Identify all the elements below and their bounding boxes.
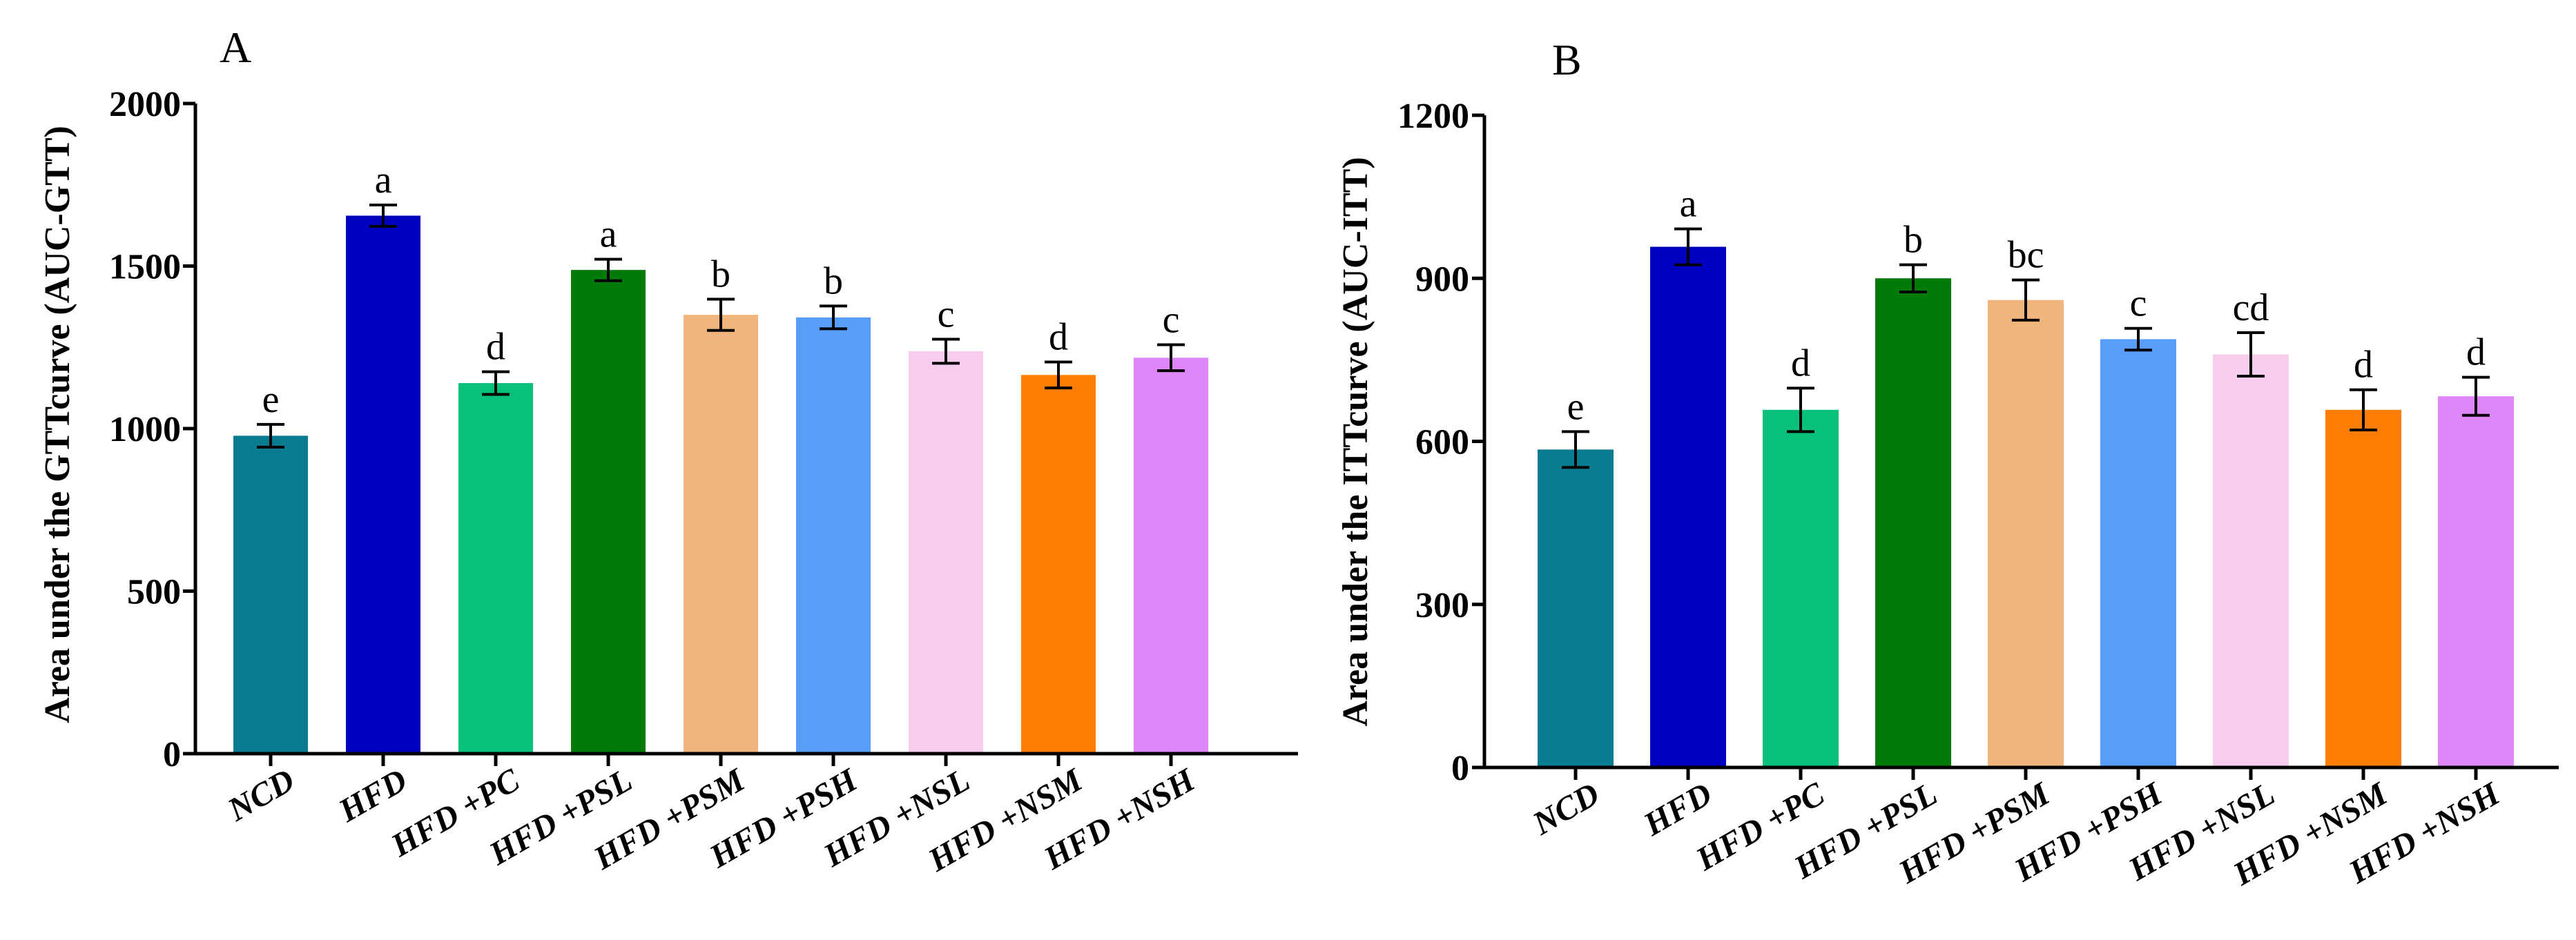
panel-a-label: A [220,23,251,72]
panel-a-significance-label-8: c [1163,298,1180,341]
panel-b-bar-2 [1763,409,1839,767]
panel-b-bar-0 [1538,449,1614,767]
panel-b-significance-label-1: a [1680,183,1697,226]
panel-b-significance-label-8: d [2466,331,2486,374]
panel-b-error-bar-5 [2124,326,2152,352]
panel-b-x-tick-label-0: NCD [1526,776,1605,843]
panel-b-label: B [1552,35,1582,84]
panel-a-x-tick-label-0: NCD [221,762,300,829]
panel-a-bar-6 [909,351,983,754]
panel-b-chart: B Area under the ITTcurve (AUC-ITT) e a d b… [1336,35,2559,893]
panel-b-bar-6 [2213,354,2289,767]
panel-a-chart: A Area under the GTTcurve (AUC-GTT) e a d a… [38,23,1298,879]
panel-b-y-tick-label-2: 600 [1415,423,1469,462]
panel-a-error-bar-0 [257,422,284,449]
panel-a-x-tick-label-1: HFD [332,762,413,830]
panel-b-error-bar-2 [1787,386,1814,433]
panel-a-y-tick-label-4: 2000 [109,85,181,124]
panel-a-significance-label-0: e [262,378,280,421]
panel-a-significance-label-5: b [824,260,843,302]
panel-b-significance-label-4: bc [2008,234,2044,277]
panel-a-y-tick-label-2: 1000 [109,410,181,449]
panel-b-axes [1482,115,2559,770]
panel-b-error-bar-8 [2462,375,2490,417]
panel-b-bar-4 [1988,300,2064,767]
panel-a-error-bar-8 [1157,343,1185,373]
panel-b-significance-label-5: c [2130,282,2147,325]
panel-a-bar-1 [346,215,420,754]
panel-a-error-bar-3 [594,257,622,282]
panel-b-bar-3 [1875,278,1951,767]
panel-b-x-tick-label-1: HFD [1637,776,1718,843]
panel-a-significance-label-7: d [1049,315,1068,358]
panel-a-bar-2 [458,383,533,754]
panel-a-y-tick-label-0: 0 [163,735,181,774]
panel-a-y-axis-label: Area under the GTTcurve (AUC-GTT) [38,126,77,723]
panel-a-error-bar-5 [820,304,847,331]
panel-b-significance-label-0: e [1567,385,1585,428]
panel-b-error-bar-3 [1899,263,1927,293]
panel-b-y-tick-label-1: 300 [1415,586,1469,625]
panel-a-error-bar-7 [1045,360,1072,390]
panel-b-error-bar-1 [1674,227,1702,266]
panel-a-error-bar-4 [707,297,735,332]
panel-a-bar-0 [233,435,308,754]
panel-a-bar-4 [684,315,758,754]
panel-b-significance-label-7: d [2354,344,2373,386]
panel-a-bar-3 [571,270,646,754]
panel-b-bar-7 [2325,409,2401,767]
panel-a-bar-7 [1021,375,1096,754]
panel-b-bar-8 [2438,396,2514,767]
panel-b-significance-label-6: cd [2233,286,2269,329]
panel-a-error-bar-1 [369,203,397,228]
panel-b-y-tick-label-3: 900 [1415,260,1469,299]
panel-a-y-tick-label-1: 500 [127,573,181,612]
panel-a-bar-8 [1134,358,1208,754]
panel-a-significance-label-2: d [486,326,505,369]
panel-b-error-bar-7 [2350,388,2377,431]
panel-b-significance-label-3: b [1904,219,1923,262]
panel-b-y-tick-label-4: 1200 [1397,97,1469,136]
panel-a-significance-label-4: b [711,253,730,296]
panel-a-significance-label-3: a [600,213,617,256]
panel-a-significance-label-6: c [938,293,955,335]
panel-a-axes [193,104,1298,756]
panel-b-y-axis-label: Area under the ITTcurve (AUC-ITT) [1336,157,1375,726]
panel-a-error-bar-2 [482,370,510,396]
panel-b-bar-1 [1650,246,1726,767]
panel-b-error-bar-6 [2237,331,2265,378]
panel-a-bar-5 [796,317,871,754]
panel-a-error-bar-6 [932,337,960,365]
panel-b-error-bar-4 [2012,278,2040,322]
panel-a-significance-label-1: a [375,159,392,202]
panel-b-bar-5 [2100,339,2176,767]
panel-b-y-tick-label-0: 0 [1451,749,1469,788]
panel-b-significance-label-2: d [1791,342,1810,384]
panel-b-error-bar-0 [1562,430,1589,469]
panel-a-y-tick-label-3: 1500 [109,248,181,287]
